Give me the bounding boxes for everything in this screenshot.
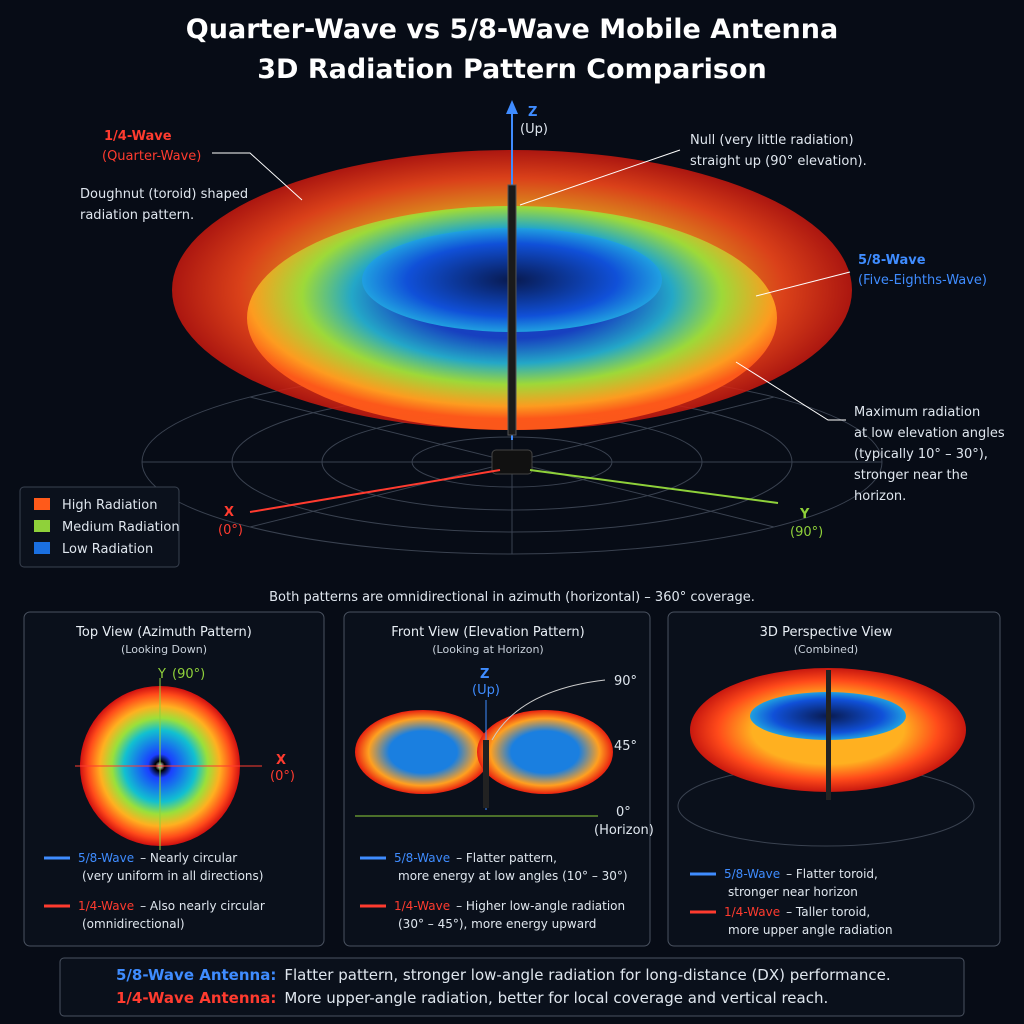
summary-text: More upper-angle radiation, better for l… xyxy=(284,989,828,1007)
item-name: 1/4-Wave xyxy=(394,899,450,913)
item-text: – Taller toroid, xyxy=(786,905,870,919)
leader xyxy=(755,271,851,297)
item-text: – Also nearly circular xyxy=(140,899,265,913)
elevation-lobe xyxy=(355,710,491,794)
note-group: Maximum radiation at low elevation angle… xyxy=(854,405,1005,504)
angle-arc xyxy=(491,679,606,741)
summary-line: 1/4-Wave Antenna: More upper-angle radiat… xyxy=(116,989,828,1007)
item-name: 1/4-Wave xyxy=(724,905,780,919)
panel-items: 5/8-Wave – Nearly circular (very uniform i… xyxy=(44,851,893,937)
summary-name: 1/4-Wave Antenna: xyxy=(116,989,276,1007)
panel-subtitle: (Looking Down) xyxy=(121,643,207,656)
item-line: (omnidirectional) xyxy=(82,917,185,931)
item-line: more energy at low angles (10° – 30°) xyxy=(398,869,628,883)
angle-label: (Horizon) xyxy=(594,823,654,838)
note: straight up (90° elevation). xyxy=(690,154,867,169)
eighth-label: 5/8-Wave xyxy=(858,253,926,268)
item-name: 5/8-Wave xyxy=(394,851,450,865)
z-arrow xyxy=(506,100,518,114)
item-line: 5/8-Wave – Flatter toroid, xyxy=(724,867,878,881)
note: Doughnut (toroid) shaped xyxy=(80,187,248,202)
axis-label: X xyxy=(276,753,286,768)
legend-label: Low Radiation xyxy=(62,542,153,557)
angle-label: 45° xyxy=(614,739,637,754)
axis-note: (Up) xyxy=(472,683,500,698)
item-line: 5/8-Wave – Flatter pattern, xyxy=(394,851,557,865)
item-line: more upper angle radiation xyxy=(728,923,893,937)
legend-swatch xyxy=(34,542,50,554)
title: Quarter-Wave vs 5/8-Wave Mobile Antenna xyxy=(186,14,838,45)
axis-label: Z xyxy=(480,667,489,682)
quarter-sub: (Quarter-Wave) xyxy=(102,149,201,164)
panel-title: 3D Perspective View xyxy=(760,625,893,640)
item-line: 1/4-Wave – Taller toroid, xyxy=(724,905,870,919)
item-name: 1/4-Wave xyxy=(78,899,134,913)
antenna xyxy=(507,184,517,436)
angle-label: 0° xyxy=(616,805,631,820)
angle-label: 90° xyxy=(614,674,637,689)
item-text: – Flatter pattern, xyxy=(456,851,557,865)
note: Null (very little radiation) xyxy=(690,133,854,148)
eighth-sub: (Five-Eighths-Wave) xyxy=(858,273,987,288)
note: at low elevation angles xyxy=(854,426,1005,441)
coverage-note: Both patterns are omnidirectional in azi… xyxy=(269,590,755,605)
leader xyxy=(735,361,846,421)
antenna-base xyxy=(491,449,533,475)
axis-note: (0°) xyxy=(218,523,243,538)
legend-label: Medium Radiation xyxy=(62,520,180,535)
item-line: 1/4-Wave – Also nearly circular xyxy=(78,899,265,913)
summary-box xyxy=(59,957,965,1017)
item-text: – Nearly circular xyxy=(140,851,237,865)
note: stronger near the xyxy=(854,468,968,483)
axis-label: Z xyxy=(528,105,537,120)
item-name: 5/8-Wave xyxy=(78,851,134,865)
antenna xyxy=(483,740,489,808)
item-line: 5/8-Wave – Nearly circular xyxy=(78,851,237,865)
panel-title: Front View (Elevation Pattern) xyxy=(391,625,584,640)
legend-swatch xyxy=(34,520,50,532)
legend-swatch xyxy=(34,498,50,510)
axis-note: (Up) xyxy=(520,122,548,137)
item-line: (very uniform in all directions) xyxy=(82,869,263,883)
axis-note: (90°) xyxy=(790,525,823,540)
panel-subtitle: (Looking at Horizon) xyxy=(432,643,543,656)
axis-note: (90°) xyxy=(172,667,205,682)
title: 3D Radiation Pattern Comparison xyxy=(257,54,767,85)
legend-label: High Radiation xyxy=(62,498,157,513)
item-text: – Flatter toroid, xyxy=(786,867,878,881)
summary-name: 5/8-Wave Antenna: xyxy=(116,966,276,984)
item-name: 5/8-Wave xyxy=(724,867,780,881)
quarter-label: 1/4-Wave xyxy=(104,129,172,144)
legend xyxy=(19,486,180,568)
item-line: 1/4-Wave – Higher low-angle radiation xyxy=(394,899,625,913)
panel-title: Top View (Azimuth Pattern) xyxy=(75,625,252,640)
axis-label: X xyxy=(224,505,234,520)
note: Maximum radiation xyxy=(854,405,980,420)
axis-label: Y xyxy=(799,507,810,522)
elevation-lobe xyxy=(477,710,613,794)
axis-label: Y xyxy=(157,667,166,682)
summary-line: 5/8-Wave Antenna: Flatter pattern, strong… xyxy=(116,966,891,984)
antenna xyxy=(826,670,831,800)
item-line: stronger near horizon xyxy=(728,885,858,899)
leader xyxy=(212,152,303,201)
item-line: (30° – 45°), more energy upward xyxy=(398,917,596,931)
note: horizon. xyxy=(854,489,906,504)
note: (typically 10° – 30°), xyxy=(854,447,988,462)
note: radiation pattern. xyxy=(80,208,194,223)
axis-note: (0°) xyxy=(270,769,295,784)
summary-text: Flatter pattern, stronger low-angle radi… xyxy=(284,966,890,984)
x-axis xyxy=(249,469,501,513)
y-axis xyxy=(529,469,779,504)
panel-subtitle: (Combined) xyxy=(794,643,858,656)
leader xyxy=(519,149,681,206)
item-text: – Higher low-angle radiation xyxy=(456,899,625,913)
